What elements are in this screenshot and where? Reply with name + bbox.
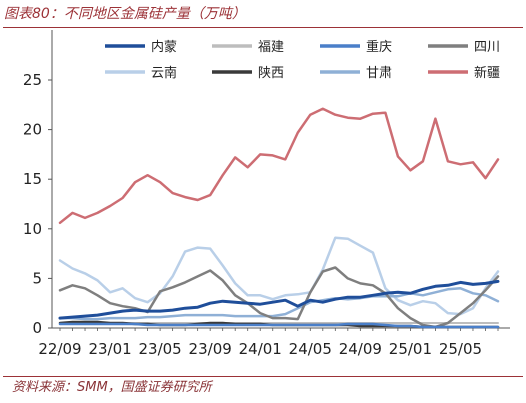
legend-label-4: 云南: [151, 65, 177, 81]
source-rule: [3, 376, 523, 377]
x-tick-label: 24/05: [289, 340, 332, 358]
series-line-3: [58, 266, 500, 329]
series-line-4: [58, 236, 500, 316]
x-tick-label: 23/05: [138, 340, 181, 358]
series-line-7: [58, 107, 500, 225]
y-tick-label: 20: [23, 121, 42, 139]
legend-label-6: 甘肃: [366, 66, 392, 81]
y-tick-label: 10: [23, 220, 42, 238]
x-tick-label: 23/09: [189, 340, 232, 358]
x-tick-label: 25/01: [389, 340, 432, 358]
legend-label-2: 重庆: [366, 39, 392, 55]
y-tick-label: 0: [32, 319, 42, 337]
y-tick-label: 25: [23, 71, 42, 89]
series-line-6: [58, 287, 500, 321]
series-line-0: [58, 279, 500, 320]
legend-label-3: 四川: [474, 40, 500, 55]
legend-label-0: 内蒙: [151, 39, 177, 55]
source-note: 资料来源：SMM，国盛证券研究所: [12, 380, 212, 395]
y-tick-label: 5: [32, 269, 42, 287]
x-tick-label: 23/01: [88, 340, 131, 358]
x-tick-label: 24/09: [339, 340, 382, 358]
series-line-2: [58, 322, 500, 329]
legend-label-5: 陕西: [258, 66, 284, 81]
x-tick-label: 22/09: [38, 340, 81, 358]
title-rule: [3, 27, 523, 28]
legend-label-1: 福建: [258, 40, 284, 55]
y-tick-label: 15: [23, 170, 42, 188]
x-tick-label: 25/05: [439, 340, 482, 358]
figure-title: 图表80：不同地区金属硅产量（万吨）: [4, 6, 246, 22]
axes: 0 5 10 15 20 25 22/09 23/01 23/05 23/09 24/01 24/05…: [23, 30, 510, 358]
series-layer: [58, 107, 500, 329]
x-tick-label: 24/01: [239, 340, 282, 358]
legend-label-7: 新疆: [474, 65, 500, 81]
